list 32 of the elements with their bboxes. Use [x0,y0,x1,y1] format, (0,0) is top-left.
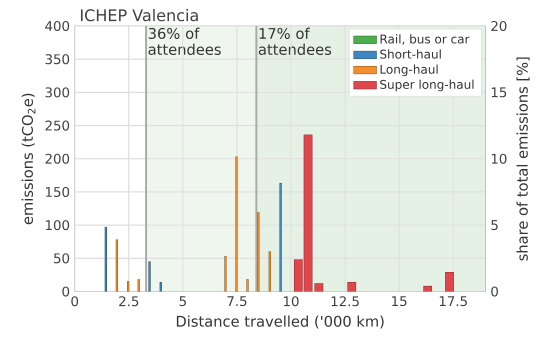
legend-label: Long-haul [380,64,438,76]
x-tick-label: 15 [392,296,406,306]
x-axis-title: Distance travelled ('000 km) [176,315,384,328]
x-tick-label: 2.5 [119,296,138,306]
band-label: 36% of attendees [148,28,221,55]
y2-tick-label: 10 [492,154,506,164]
chart-title: ICHEP Valencia [80,8,198,22]
band-label: 17% of attendees [258,28,332,55]
x-tick-label: 5 [180,296,186,306]
y2-tick-label: 5 [491,220,498,230]
y-tick-label: 100 [46,220,70,230]
y-tick-label: 200 [46,154,70,164]
y2-tick-label: 20 [491,20,506,31]
y2-axis-title: share of total emissions [%] [516,57,530,260]
x-tick-label: 10 [284,296,299,306]
y-tick-label: 400 [45,20,70,31]
x-tick-label: 12.5 [332,296,359,306]
legend-label: Short-haul [380,49,441,59]
y2-tick-label: 15 [492,87,506,98]
y-tick-label: 250 [46,120,70,131]
y-tick-label: 0 [62,286,70,296]
legend-label: Super long-haul [380,80,474,92]
legend-label: Rail, bus or car [380,34,470,45]
x-tick-label: 17.5 [440,296,467,306]
y-axis-title: emissions (tCO$_{2}$e) [22,94,36,224]
y-tick-label: 300 [46,87,70,98]
y-tick-label: 150 [46,186,70,197]
y2-tick-label: 0 [491,286,498,296]
x-tick-label: 0 [71,296,78,306]
y-tick-label: 350 [46,54,70,64]
y-tick-label: 50 [54,253,70,264]
x-tick-label: 7.5 [227,296,246,306]
